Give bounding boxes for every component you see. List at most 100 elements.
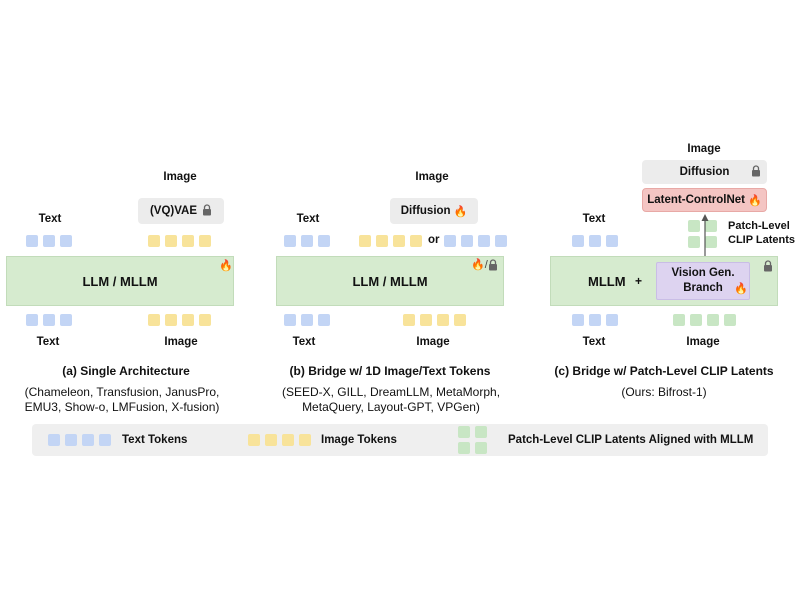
branch-label-line2: Branch	[683, 281, 723, 296]
text-token	[318, 314, 330, 326]
panel-c-text-label-top: Text	[582, 213, 606, 225]
image-token	[420, 314, 432, 326]
panel-a-text-label-bottom: Text	[36, 336, 60, 348]
panel-a-text-label-top: Text	[38, 213, 62, 225]
clip-latent-token	[707, 314, 719, 326]
or-label: or	[428, 234, 440, 246]
models-line: MetaQuery, Layout-GPT, VPGen)	[302, 400, 480, 414]
text-token	[301, 314, 313, 326]
image-token	[410, 235, 422, 247]
indicator-separator: /	[484, 258, 488, 271]
panel-b-text-label-bottom: Text	[292, 336, 316, 348]
image-token	[165, 235, 177, 247]
text-token	[26, 235, 38, 247]
diffusion-label: Diffusion	[679, 166, 730, 178]
legend-image-token-swatch	[265, 434, 277, 446]
panel-b-caption: (b) Bridge w/ 1D Image/Text Tokens	[289, 364, 491, 378]
clip-latent-token	[673, 314, 685, 326]
arrow-up-icon	[701, 214, 709, 260]
panel-b-models: (SEED-X, GILL, DreamLLM, MetaMorph, Meta…	[262, 385, 520, 415]
image-token	[376, 235, 388, 247]
text-token	[26, 314, 38, 326]
fire-icon: 🔥	[748, 194, 762, 207]
text-token	[572, 235, 584, 247]
clip-latent-token	[688, 236, 700, 248]
text-token	[606, 235, 618, 247]
text-token	[572, 314, 584, 326]
text-token	[284, 235, 296, 247]
panel-b-image-label-bottom: Image	[416, 336, 450, 348]
legend-clip-latent-swatch	[475, 426, 487, 438]
legend-clip-latent-swatch	[458, 442, 470, 454]
text-token	[43, 235, 55, 247]
panel-b-image-title: Image	[415, 171, 449, 183]
fire-icon: 🔥	[471, 259, 485, 271]
legend-image-token-swatch	[248, 434, 260, 446]
image-token	[148, 235, 160, 247]
fire-icon: 🔥	[453, 205, 468, 218]
text-token	[60, 314, 72, 326]
llm-label: LLM / MLLM	[352, 273, 428, 289]
legend-text-token-swatch	[65, 434, 77, 446]
panel-c-image-title: Image	[687, 143, 721, 155]
panel-b-diffusion-box: Diffusion 🔥	[390, 198, 478, 224]
text-token	[495, 235, 507, 247]
patch-level-clip-latents-label: Patch-Level CLIP Latents	[728, 219, 795, 247]
legend-text-tokens-label: Text Tokens	[122, 434, 188, 446]
legend-image-token-swatch	[282, 434, 294, 446]
trainable-or-frozen-indicator: 🔥 /	[471, 258, 498, 271]
panel-b-text-label-top: Text	[296, 213, 320, 225]
panel-a-llm-block: LLM / MLLM	[6, 256, 234, 306]
legend-bar: Text Tokens Image Tokens Patch-Level CLI…	[32, 424, 768, 456]
text-token	[461, 235, 473, 247]
text-token	[589, 235, 601, 247]
clip-latent-token	[705, 236, 717, 248]
text-token	[589, 314, 601, 326]
vision-gen-branch-box: Vision Gen. Branch	[656, 262, 750, 300]
lock-icon	[751, 165, 761, 180]
panel-b-llm-block: LLM / MLLM	[276, 256, 504, 306]
mllm-label: MLLM	[588, 274, 626, 289]
text-token	[444, 235, 456, 247]
llm-label: LLM / MLLM	[82, 273, 158, 289]
panel-a-image-title: Image	[163, 171, 197, 183]
image-token	[199, 314, 211, 326]
image-token	[182, 314, 194, 326]
image-token	[359, 235, 371, 247]
vae-label: (VQ)VAE	[149, 205, 198, 217]
panel-c-text-label-bottom: Text	[582, 336, 606, 348]
legend-clip-latent-swatch	[458, 426, 470, 438]
branch-label-text: Branch	[683, 282, 723, 294]
text-token	[318, 235, 330, 247]
text-token	[284, 314, 296, 326]
image-token	[199, 235, 211, 247]
fire-icon: 🔥	[219, 260, 233, 272]
clip-latent-token	[688, 220, 700, 232]
panel-c-models: (Ours: Bifrost-1)	[580, 385, 748, 400]
panel-a-models: (Chameleon, Transfusion, JanusPro, EMU3,…	[0, 385, 244, 415]
text-token	[478, 235, 490, 247]
lock-icon	[202, 203, 212, 219]
legend-text-token-swatch	[99, 434, 111, 446]
text-token	[301, 235, 313, 247]
panel-c-image-label-bottom: Image	[686, 336, 720, 348]
panel-a-caption: (a) Single Architecture	[62, 364, 190, 378]
legend-text-token-swatch	[82, 434, 94, 446]
patch-label-line: Patch-Level	[728, 220, 790, 232]
models-line: (Chameleon, Transfusion, JanusPro,	[24, 385, 220, 399]
image-token	[454, 314, 466, 326]
latent-controlnet-box: Latent-ControlNet 🔥	[642, 188, 767, 212]
legend-patch-latents-label: Patch-Level CLIP Latents Aligned with ML…	[508, 434, 754, 446]
legend-text-token-swatch	[48, 434, 60, 446]
text-token	[60, 235, 72, 247]
branch-label-line: Vision Gen.	[671, 267, 735, 279]
text-token	[43, 314, 55, 326]
patch-label-line: CLIP Latents	[728, 234, 796, 246]
image-token	[437, 314, 449, 326]
panel-c-caption: (c) Bridge w/ Patch-Level CLIP Latents	[554, 364, 774, 378]
diffusion-label: Diffusion	[400, 205, 451, 217]
controlnet-label: Latent-ControlNet	[647, 194, 746, 206]
panel-a-vae-box: (VQ)VAE	[138, 198, 224, 224]
panel-a-image-label-bottom: Image	[164, 336, 198, 348]
plus-sign: +	[635, 274, 643, 288]
